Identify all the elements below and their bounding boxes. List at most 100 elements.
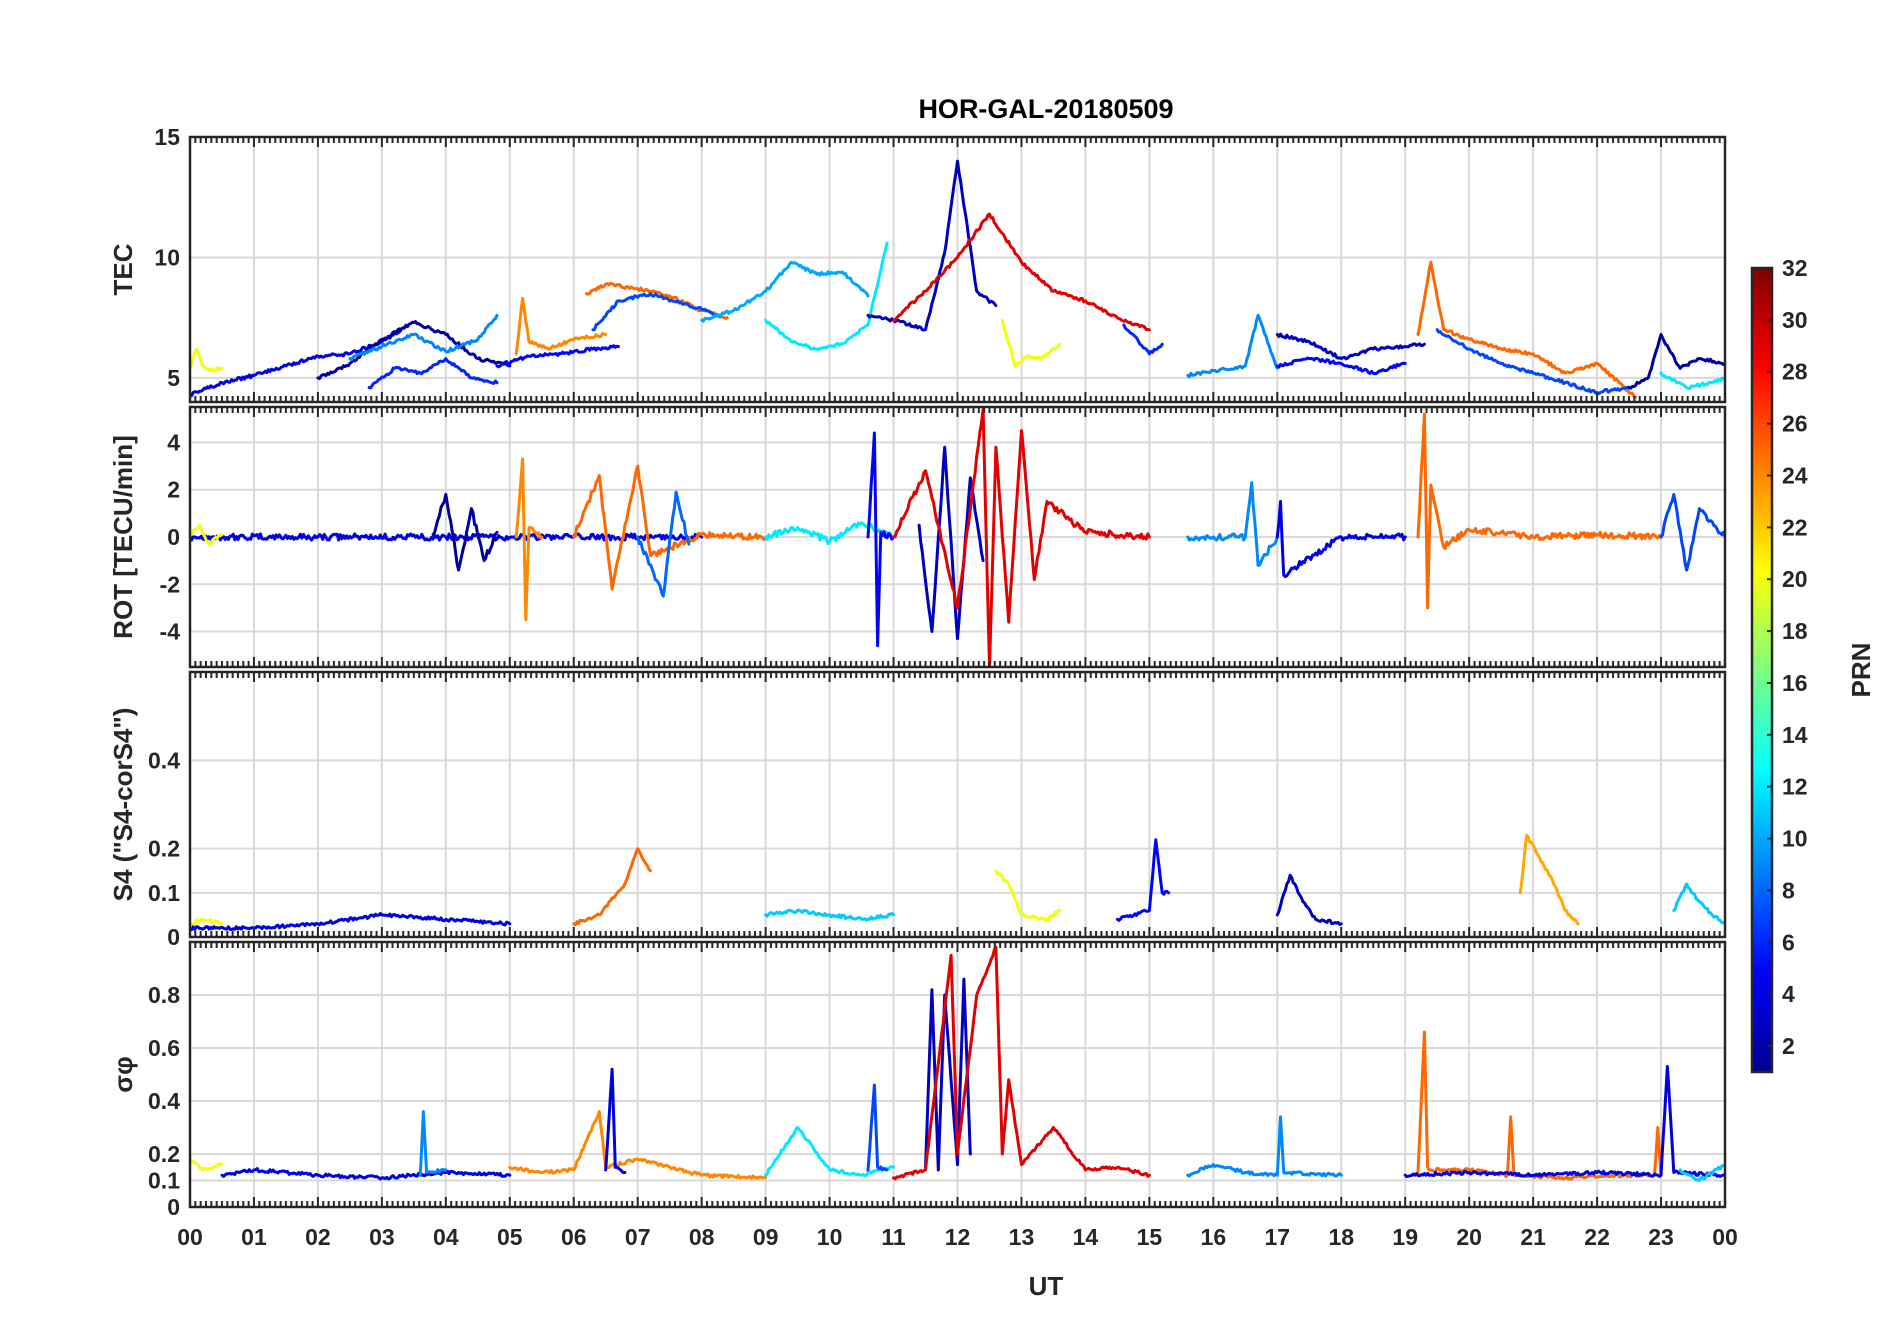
colorbar-frame [1750, 266, 1774, 1074]
x-tick-label: 23 [1648, 1224, 1674, 1250]
series-line [1672, 882, 1725, 926]
colorbar-tick-label: 28 [1782, 359, 1808, 385]
x-tick-label: 21 [1520, 1224, 1546, 1250]
x-tick-label: 22 [1584, 1224, 1610, 1250]
colorbar-tick-label: 16 [1782, 670, 1808, 696]
series-line [514, 296, 608, 356]
series-line [190, 532, 704, 542]
series-line [866, 1083, 889, 1172]
x-tick-label: 09 [753, 1224, 779, 1250]
y-tick-label: 0.1 [148, 880, 180, 906]
series-line [591, 292, 723, 332]
series-line [190, 1157, 224, 1172]
colorbar-tick-label: 6 [1782, 929, 1795, 955]
y-tick-label: 0.4 [148, 1088, 180, 1114]
series-line [1275, 873, 1343, 926]
y-tick-label: 0 [167, 924, 180, 950]
series-line [572, 847, 652, 927]
colorbar-tick-label: 12 [1782, 774, 1808, 800]
series-line [994, 869, 1062, 922]
colorbar-tick-label: 2 [1782, 1033, 1795, 1059]
series-line [1518, 833, 1580, 926]
colorbar-tick-label: 24 [1782, 462, 1808, 488]
colorbar-label: PRN [1846, 643, 1876, 698]
x-tick-label: 10 [817, 1224, 843, 1250]
y-axis-label: S4 ("S4-corS4") [108, 708, 138, 902]
series-line [1678, 1163, 1725, 1182]
series-line [764, 521, 895, 546]
y-tick-label: 15 [154, 124, 180, 150]
series-line [636, 490, 691, 598]
y-tick-label: 10 [154, 244, 180, 270]
x-tick-label: 20 [1456, 1224, 1482, 1250]
colorbar-tick-label: 18 [1782, 618, 1808, 644]
y-tick-label: 4 [167, 429, 180, 455]
series-line [866, 431, 895, 648]
y-tick-label: -2 [160, 571, 180, 597]
series-line [892, 945, 1151, 1181]
colorbar-tick-label: 4 [1782, 981, 1795, 1007]
y-tick-label: 0 [167, 524, 180, 550]
y-tick-label: 0.6 [148, 1035, 180, 1061]
x-tick-label: 04 [433, 1224, 459, 1250]
y-tick-label: 5 [167, 365, 180, 391]
series-line [1122, 323, 1164, 356]
x-tick-label: 12 [945, 1224, 971, 1250]
x-tick-label: 08 [689, 1224, 715, 1250]
x-tick-label: 07 [625, 1224, 651, 1250]
colorbar-tick-label: 20 [1782, 566, 1808, 592]
series-line [190, 917, 224, 927]
series-line [604, 1067, 627, 1175]
series-line [367, 357, 499, 390]
x-tick-label: 02 [305, 1224, 331, 1250]
y-axis-label: σφ [108, 1056, 138, 1092]
y-tick-label: 0.2 [148, 1141, 180, 1167]
series-line [418, 1110, 448, 1177]
series-line [1416, 260, 1637, 399]
x-tick-label: 19 [1392, 1224, 1418, 1250]
series-line [1000, 318, 1062, 368]
series-line [1403, 1065, 1725, 1179]
y-tick-label: 0.4 [148, 747, 180, 773]
series-line [1275, 500, 1407, 579]
x-tick-label: 18 [1328, 1224, 1354, 1250]
series-line [1115, 838, 1171, 922]
y-tick-label: 0.1 [148, 1168, 180, 1194]
series-line [892, 407, 1151, 667]
colorbar-gradient [1752, 268, 1772, 1072]
panel-2: -4 -2 0 2 4 ROT [TECU/min] [108, 405, 1727, 669]
series-line [764, 1126, 895, 1178]
series-line [190, 523, 224, 546]
panel-4: 00.10.2 0.4 0.6 0.8 σφ [108, 940, 1727, 1220]
series-line [924, 977, 972, 1172]
x-tick-label: 00 [1712, 1224, 1738, 1250]
series-line [1627, 333, 1725, 390]
x-tick-label: 05 [497, 1224, 523, 1250]
series-line [700, 260, 870, 323]
x-tick-label: 11 [881, 1224, 906, 1250]
series-line [764, 241, 889, 352]
y-axis-label: TEC [108, 243, 138, 295]
series-line [495, 344, 620, 369]
series-line [508, 1110, 768, 1180]
colorbar-tick-label: 30 [1782, 307, 1808, 333]
colorbar-tick-label: 8 [1782, 877, 1795, 903]
series-line [1186, 481, 1279, 567]
panel-1: 5 10 15 TEC [108, 124, 1727, 404]
x-axis-label: UT [1029, 1271, 1064, 1301]
y-axis-label: ROT [TECU/min] [108, 435, 138, 639]
x-tick-label: 14 [1073, 1224, 1099, 1250]
series-line [1416, 1030, 1663, 1181]
series-line [348, 313, 499, 362]
colorbar-tick-label: 32 [1782, 255, 1808, 281]
chart-title: HOR-GAL-20180509 [918, 94, 1173, 124]
series-line [1186, 313, 1279, 379]
x-tick-label: 06 [561, 1224, 587, 1250]
y-tick-label: 0 [167, 1194, 180, 1220]
series-line [514, 457, 544, 622]
x-tick-label: 03 [369, 1224, 395, 1250]
x-tick-label: 16 [1201, 1224, 1227, 1250]
colorbar-tick-label: 14 [1782, 722, 1808, 748]
